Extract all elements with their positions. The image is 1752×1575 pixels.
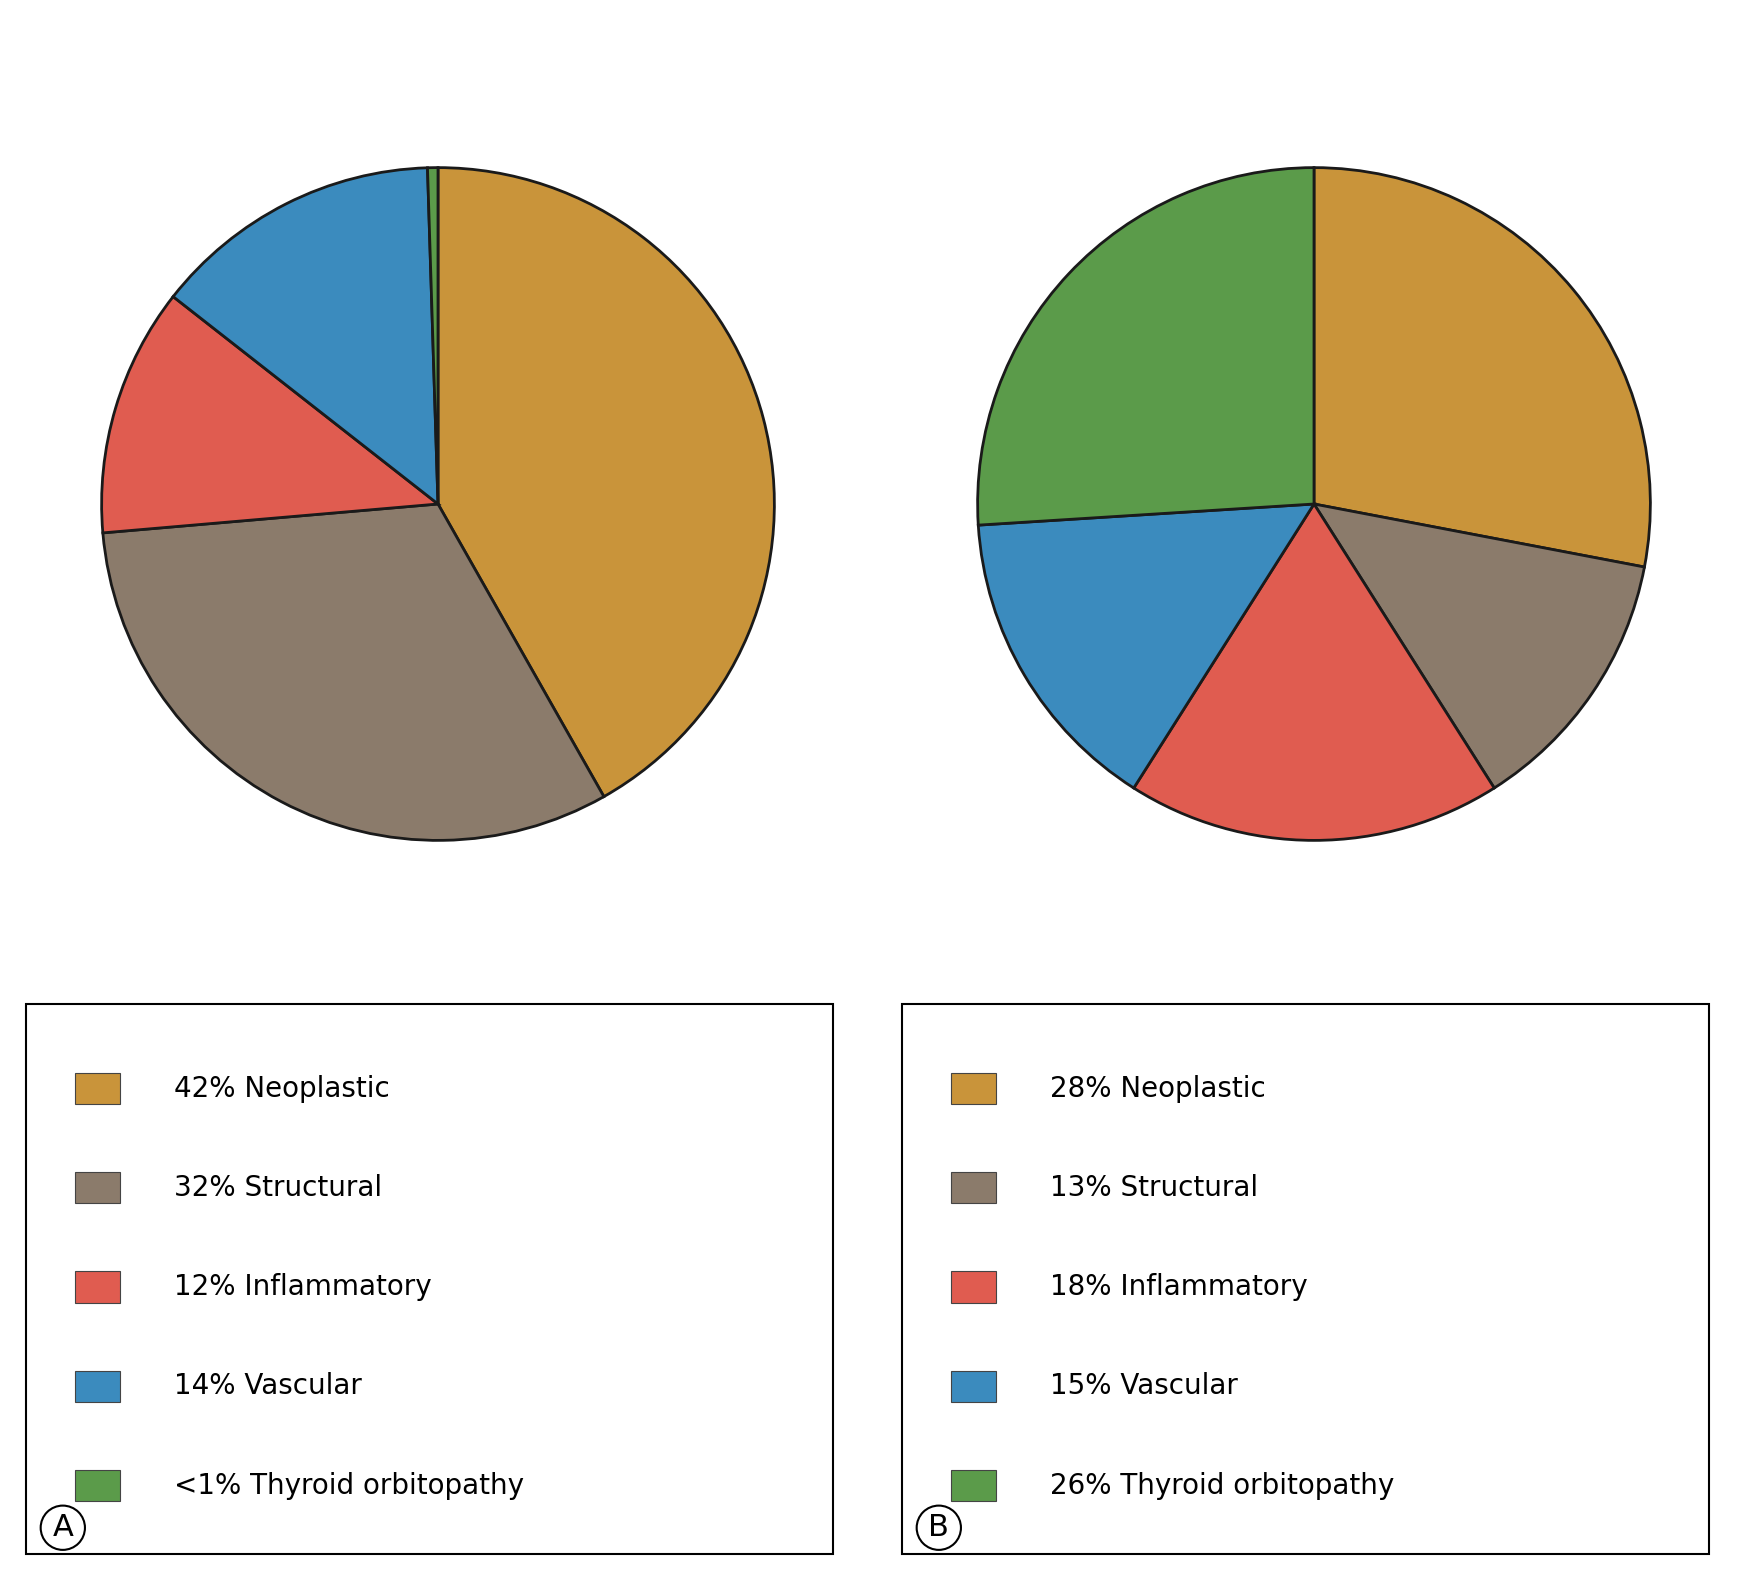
Wedge shape	[103, 504, 604, 841]
Bar	[75, 1271, 121, 1303]
Wedge shape	[173, 169, 438, 504]
Text: 15% Vascular: 15% Vascular	[1049, 1372, 1239, 1400]
Text: 18% Inflammatory: 18% Inflammatory	[1049, 1273, 1307, 1301]
Bar	[951, 1172, 997, 1203]
Wedge shape	[427, 167, 438, 504]
Text: 42% Neoplastic: 42% Neoplastic	[173, 1074, 389, 1102]
Bar	[951, 1469, 997, 1501]
Text: 28% Neoplastic: 28% Neoplastic	[1049, 1074, 1265, 1102]
Wedge shape	[438, 167, 774, 797]
Bar	[75, 1073, 121, 1104]
Text: 13% Structural: 13% Structural	[1049, 1173, 1258, 1202]
Bar	[75, 1172, 121, 1203]
Wedge shape	[102, 296, 438, 532]
Text: 26% Thyroid orbitopathy: 26% Thyroid orbitopathy	[1049, 1471, 1395, 1499]
Bar	[75, 1370, 121, 1402]
Bar	[951, 1370, 997, 1402]
Bar	[75, 1469, 121, 1501]
Bar	[951, 1073, 997, 1104]
Text: 12% Inflammatory: 12% Inflammatory	[173, 1273, 431, 1301]
Wedge shape	[1134, 504, 1494, 841]
Text: <1% Thyroid orbitopathy: <1% Thyroid orbitopathy	[173, 1471, 524, 1499]
Text: A: A	[53, 1514, 74, 1542]
Text: 32% Structural: 32% Structural	[173, 1173, 382, 1202]
Wedge shape	[1314, 504, 1645, 788]
Text: 14% Vascular: 14% Vascular	[173, 1372, 363, 1400]
Bar	[951, 1271, 997, 1303]
Wedge shape	[978, 504, 1314, 788]
Wedge shape	[978, 167, 1314, 524]
Wedge shape	[1314, 167, 1650, 567]
Text: B: B	[929, 1514, 950, 1542]
